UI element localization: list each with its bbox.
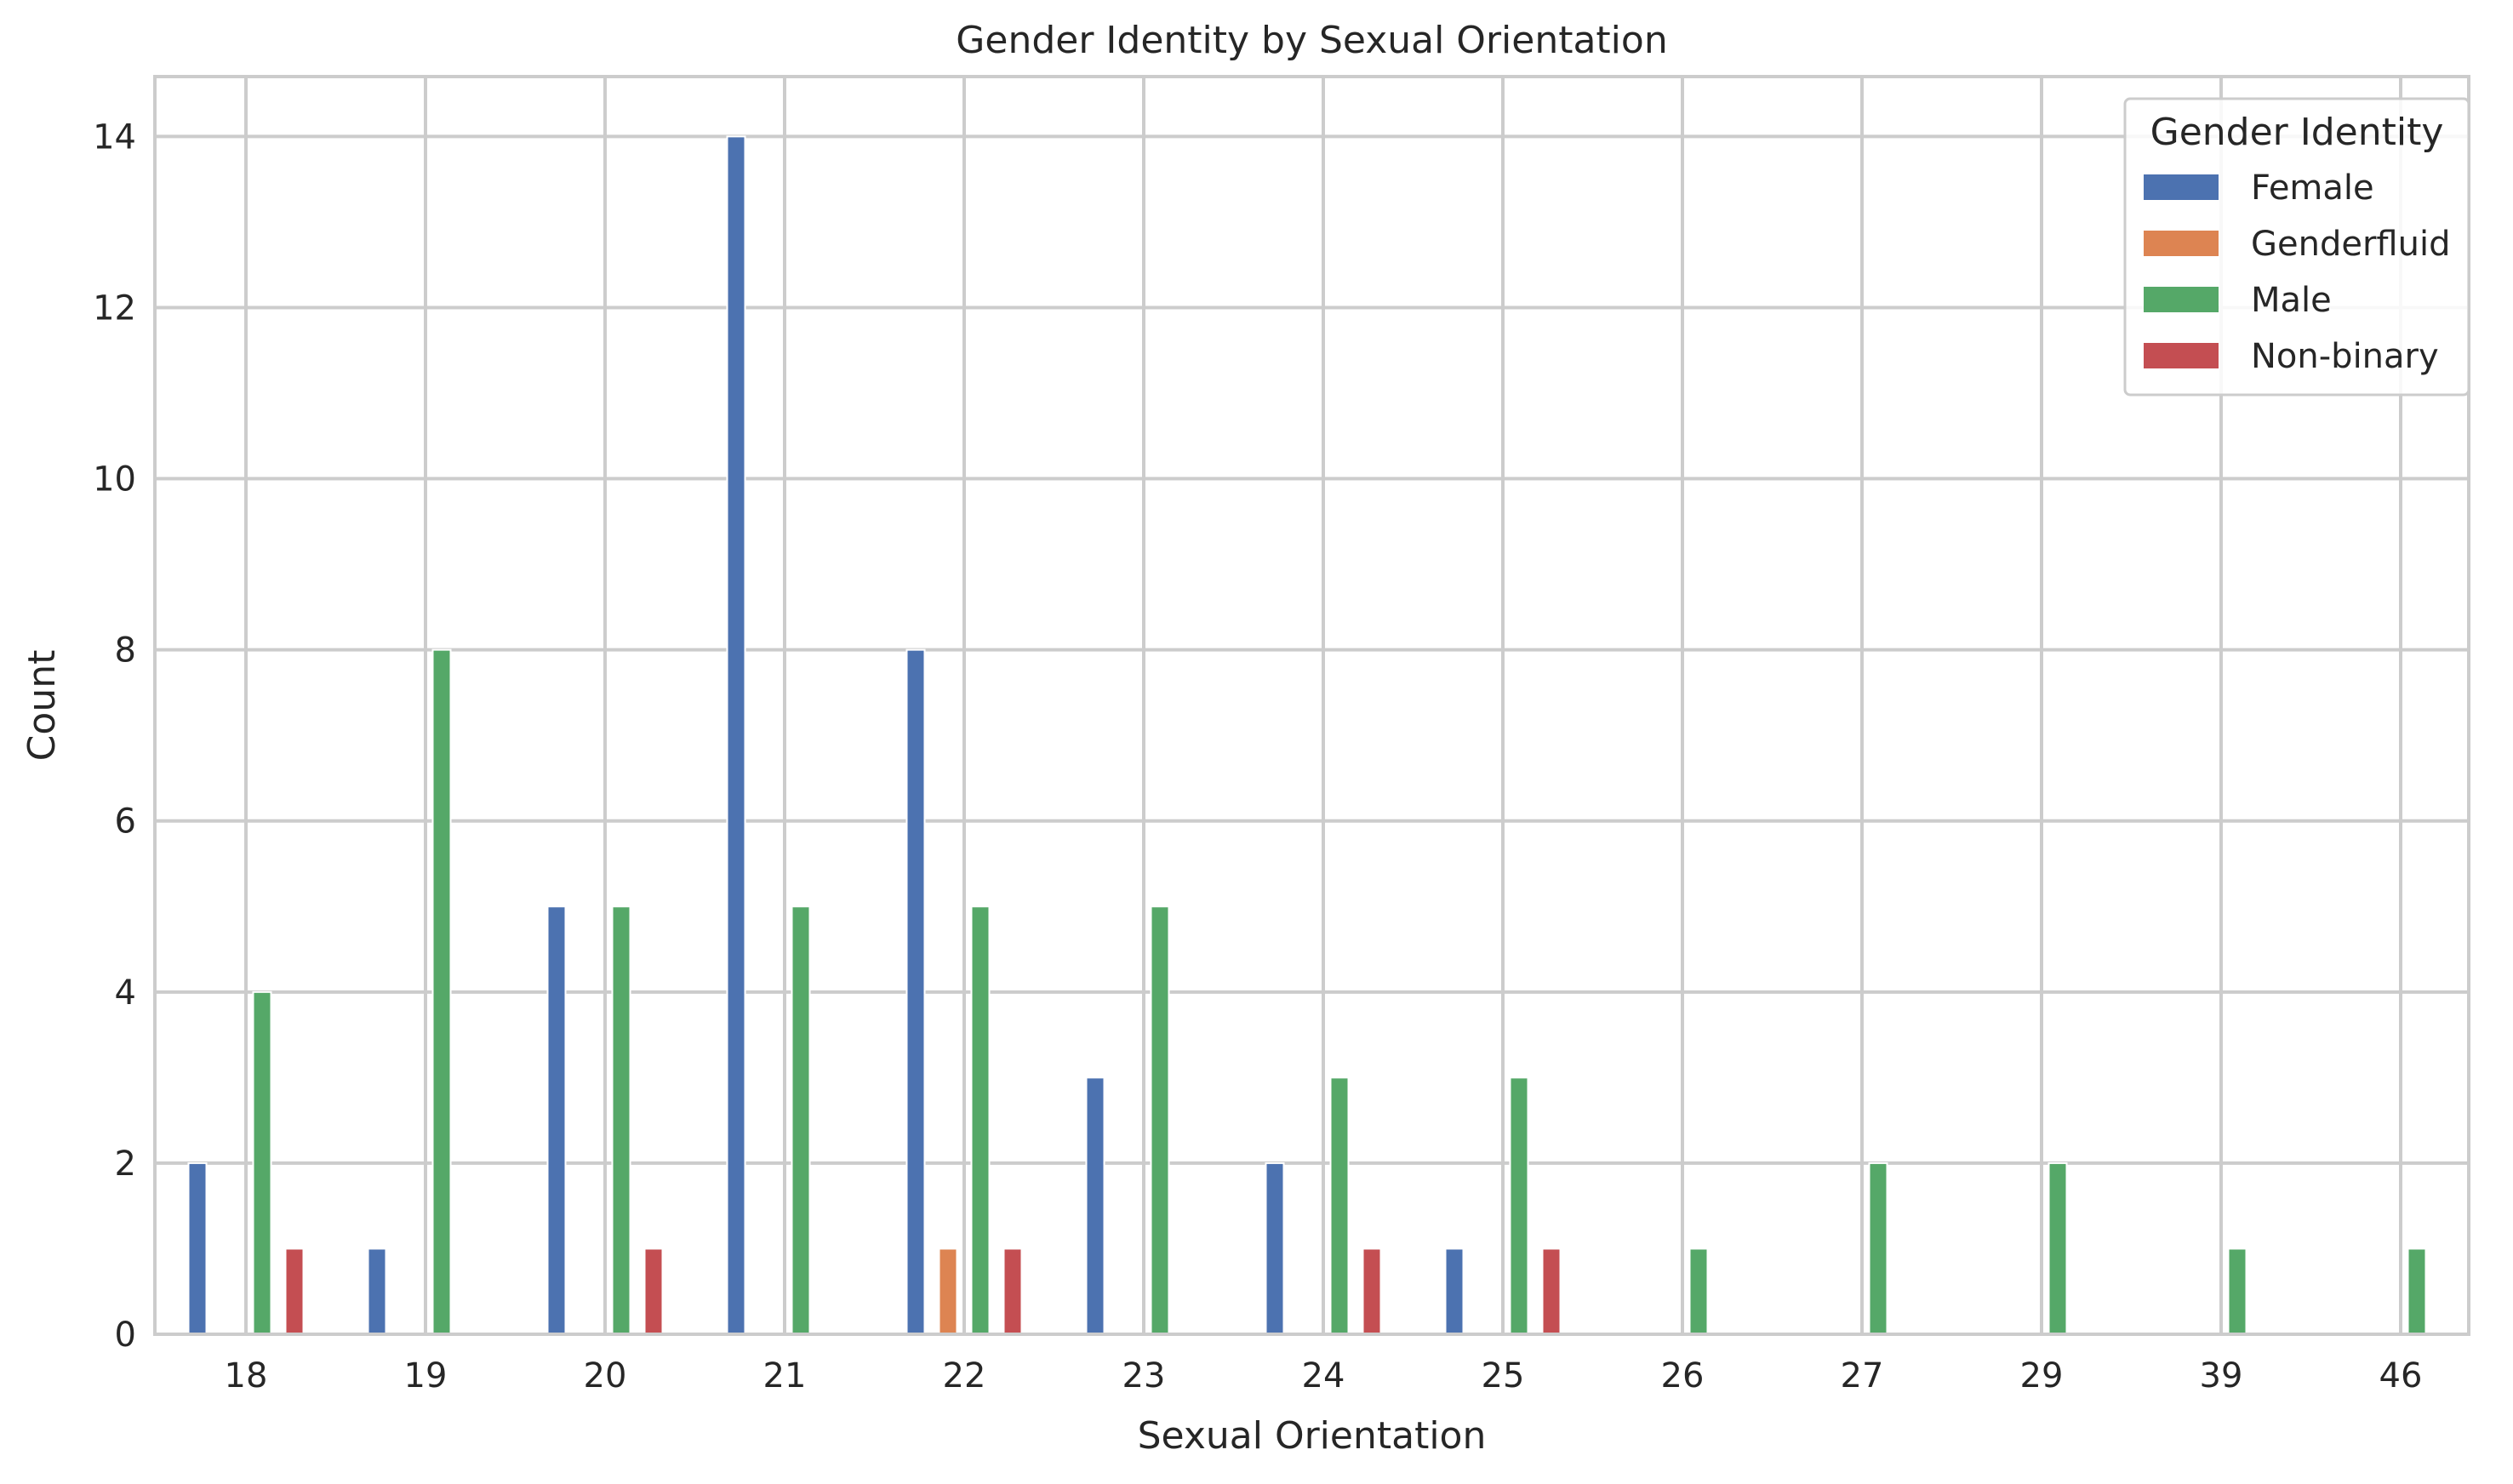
bar-genderfluid-22 <box>938 1247 958 1336</box>
legend: Gender Identity Female Genderfluid Male Non… <box>2123 97 2470 397</box>
y-tick-label: 2 <box>115 1144 136 1184</box>
x-tick-label: 26 <box>1661 1356 1705 1396</box>
y-tick-label: 8 <box>115 631 136 671</box>
legend-label: Male <box>2251 281 2332 320</box>
legend-item-genderfluid: Genderfluid <box>2144 225 2450 264</box>
bar-male-24 <box>1329 1076 1350 1335</box>
bar-non-binary-25 <box>1541 1247 1562 1336</box>
x-tick-labels: 18 19 20 21 22 23 24 25 26 27 29 39 46 <box>225 1356 2423 1396</box>
legend-label: Genderfluid <box>2251 225 2450 264</box>
x-tick-label: 27 <box>1841 1356 1884 1396</box>
legend-item-female: Female <box>2144 168 2374 208</box>
y-tick-labels: 0 2 4 6 8 10 12 14 <box>93 117 136 1355</box>
legend-items: Female Genderfluid Male Non-binary <box>2144 168 2450 376</box>
x-tick-label: 18 <box>225 1356 268 1396</box>
x-tick-label: 25 <box>1482 1356 1525 1396</box>
x-tick-label: 21 <box>763 1356 807 1396</box>
bar-female-24 <box>1265 1162 1285 1336</box>
legend-item-non-binary: Non-binary <box>2144 337 2439 376</box>
legend-box <box>2123 97 2470 397</box>
y-axis-label: Count <box>20 650 64 762</box>
legend-label: Female <box>2251 168 2374 208</box>
legend-swatch <box>2144 174 2219 200</box>
bar-male-18 <box>252 990 272 1335</box>
bar-male-25 <box>1509 1076 1529 1335</box>
y-tick-label: 12 <box>93 288 136 328</box>
x-tick-label: 39 <box>2200 1356 2243 1396</box>
y-tick-label: 14 <box>93 117 136 157</box>
y-tick-label: 10 <box>93 460 136 499</box>
y-tick-label: 4 <box>115 973 136 1013</box>
bar-female-19 <box>367 1247 387 1336</box>
x-tick-label: 29 <box>2020 1356 2064 1396</box>
x-tick-label: 23 <box>1122 1356 1166 1396</box>
bar-non-binary-20 <box>643 1247 664 1336</box>
legend-swatch <box>2144 287 2219 312</box>
y-tick-label: 0 <box>115 1316 136 1355</box>
bar-male-46 <box>2407 1247 2427 1336</box>
bar-female-25 <box>1444 1247 1465 1336</box>
bar-non-binary-22 <box>1002 1247 1023 1336</box>
grid-lines <box>155 77 2469 1336</box>
bar-female-22 <box>905 648 926 1335</box>
bar-male-26 <box>1688 1247 1709 1336</box>
bar-female-20 <box>546 905 567 1336</box>
x-tick-label: 19 <box>404 1356 448 1396</box>
x-tick-label: 22 <box>943 1356 986 1396</box>
bar-male-29 <box>2048 1162 2068 1336</box>
y-tick-label: 6 <box>115 802 136 842</box>
x-axis-label: Sexual Orientation <box>1138 1414 1487 1458</box>
bar-non-binary-18 <box>284 1247 305 1336</box>
bar-male-19 <box>431 648 452 1335</box>
legend-label: Non-binary <box>2251 337 2439 376</box>
bar-non-binary-24 <box>1362 1247 1382 1336</box>
x-tick-label: 20 <box>584 1356 627 1396</box>
bar-female-18 <box>187 1162 208 1336</box>
bar-female-21 <box>726 135 746 1335</box>
bar-male-22 <box>970 905 991 1336</box>
legend-title: Gender Identity <box>2150 111 2444 154</box>
legend-swatch <box>2144 231 2219 256</box>
bar-male-39 <box>2227 1247 2247 1336</box>
bar-male-23 <box>1150 905 1170 1336</box>
bar-female-23 <box>1085 1076 1105 1335</box>
chart-title: Gender Identity by Sexual Orientation <box>956 19 1667 62</box>
plot-frame <box>153 75 2470 1336</box>
bar-male-27 <box>1868 1162 1888 1336</box>
x-tick-label: 24 <box>1302 1356 1345 1396</box>
legend-swatch <box>2144 343 2219 368</box>
bars <box>187 135 2427 1336</box>
bar-male-21 <box>791 905 811 1336</box>
x-tick-label: 46 <box>2379 1356 2423 1396</box>
legend-item-male: Male <box>2144 281 2332 320</box>
bar-male-20 <box>611 905 631 1336</box>
